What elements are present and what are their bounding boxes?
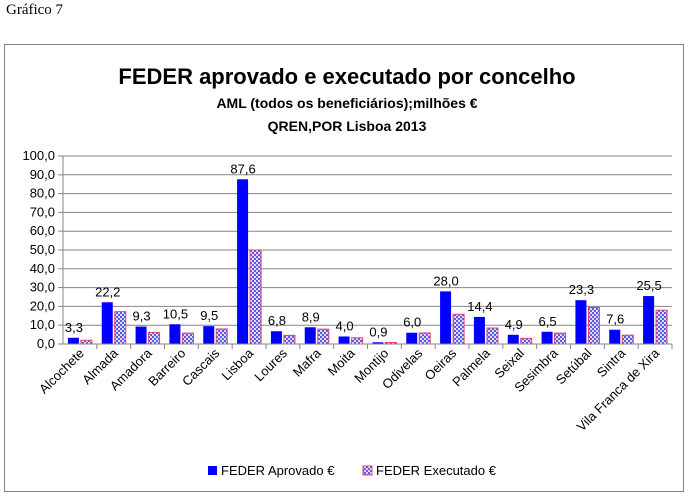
y-tick-label: 20,0 — [30, 298, 55, 313]
value-label-vila-franca-de-xira: 25,5 — [636, 278, 661, 293]
value-label-odivelas: 6,0 — [403, 315, 421, 330]
legend-label-executado: FEDER Executado € — [376, 463, 497, 478]
value-label-barreiro: 10,5 — [163, 306, 188, 321]
bar-chart: FEDER aprovado e executado por concelho … — [22, 64, 673, 478]
y-tick-label: 0,0 — [37, 336, 55, 351]
y-tick-label: 80,0 — [30, 186, 55, 201]
value-label-moita: 4,0 — [336, 318, 354, 333]
bar-aprovado-oeiras — [440, 291, 452, 344]
bar-executado-vila-franca-de-xira — [655, 309, 668, 345]
value-label-sesimbra: 6,5 — [539, 314, 557, 329]
y-tick-label: 30,0 — [30, 280, 55, 295]
bar-aprovado-cascais — [203, 326, 215, 344]
bar-executado-amadora — [148, 331, 161, 345]
x-tick-label-cascais: Cascais — [179, 345, 223, 389]
bar-executado-setubal — [587, 306, 600, 345]
bar-aprovado-sintra — [609, 329, 621, 344]
bar-executado-cascais — [215, 328, 228, 345]
bar-executado-sintra — [621, 334, 634, 345]
bar-aprovado-amadora — [135, 326, 147, 344]
x-tick-label-alcochete: Alcochete — [36, 346, 87, 397]
y-tick-label: 90,0 — [30, 167, 55, 182]
y-tick-label: 50,0 — [30, 242, 55, 257]
bar-aprovado-seixal — [507, 334, 519, 344]
bar-executado-odivelas — [418, 332, 431, 345]
y-tick-label: 70,0 — [30, 204, 55, 219]
y-axis: 0,0 10,0 20,0 30,0 40,0 50,0 60,0 70,0 80,0 90,0 1… — [22, 148, 64, 351]
bars — [67, 179, 668, 345]
x-tick-label-loures: Loures — [251, 345, 290, 384]
bar-aprovado-odivelas — [406, 332, 418, 344]
value-label-sintra: 7,6 — [606, 312, 624, 327]
bar-executado-moita — [351, 337, 364, 345]
legend-label-aprovado: FEDER Aprovado € — [221, 463, 335, 478]
legend: FEDER Aprovado € FEDER Executado € — [208, 463, 497, 478]
bar-executado-almada — [114, 311, 127, 345]
chart-subtitle-1: AML (todos os beneficiários);milhões € — [216, 95, 477, 111]
bar-executado-seixal — [520, 337, 533, 345]
bar-aprovado-moita — [338, 336, 350, 344]
bar-aprovado-palmela — [473, 316, 485, 344]
value-label-seixal: 4,9 — [505, 317, 523, 332]
bar-executado-barreiro — [181, 332, 194, 345]
bar-aprovado-mafra — [304, 327, 316, 344]
value-label-alcochete: 3,3 — [65, 320, 83, 335]
bar-executado-sesimbra — [554, 332, 567, 345]
legend-swatch-aprovado — [208, 466, 217, 475]
bar-aprovado-alcochete — [67, 337, 79, 344]
bar-aprovado-vila-franca-de-xira — [643, 296, 655, 344]
bar-aprovado-barreiro — [169, 324, 181, 344]
chart-title: FEDER aprovado e executado por concelho — [118, 64, 575, 89]
x-axis: AlcocheteAlmadaAmadoraBarreiroCascaisLis… — [36, 343, 673, 434]
bar-aprovado-sesimbra — [541, 331, 553, 344]
y-tick-label: 10,0 — [30, 317, 55, 332]
value-label-lisboa: 87,6 — [230, 161, 255, 176]
y-tick-label: 40,0 — [30, 261, 55, 276]
y-tick-label: 100,0 — [22, 148, 55, 163]
bar-aprovado-almada — [101, 302, 113, 344]
value-label-almada: 22,2 — [95, 284, 120, 299]
value-label-palmela: 14,4 — [467, 299, 492, 314]
x-tick-label-mafra: Mafra — [290, 345, 325, 380]
bar-executado-mafra — [317, 328, 330, 345]
bar-executado-palmela — [486, 327, 499, 345]
bar-aprovado-lisboa — [237, 179, 249, 344]
bar-executado-lisboa — [249, 249, 262, 345]
value-label-setubal: 23,3 — [569, 282, 594, 297]
bar-executado-oeiras — [452, 313, 465, 345]
value-label-mafra: 8,9 — [302, 309, 320, 324]
value-label-montijo: 0,9 — [369, 324, 387, 339]
value-label-amadora: 9,3 — [133, 309, 151, 324]
bar-aprovado-montijo — [372, 342, 384, 344]
bar-executado-alcochete — [80, 339, 93, 345]
value-label-oeiras: 28,0 — [433, 273, 458, 288]
x-tick-label-setubal: Setúbal — [553, 345, 595, 387]
chart-subtitle-2: QREN,POR Lisboa 2013 — [268, 118, 427, 134]
value-label-cascais: 9,5 — [200, 308, 218, 323]
y-tick-label: 60,0 — [30, 223, 55, 238]
bar-aprovado-setubal — [575, 300, 587, 344]
value-labels: 3,3 22,2 9,3 10,5 9,5 87,6 6,8 8,9 4,0 0,9 6,0 28,0… — [65, 161, 662, 339]
value-label-loures: 6,8 — [268, 313, 286, 328]
chart-frame: FEDER aprovado e executado por concelho … — [4, 44, 684, 492]
gridlines — [63, 155, 672, 345]
legend-swatch-executado — [362, 465, 373, 476]
bar-aprovado-loures — [270, 331, 282, 344]
x-tick-label-lisboa: Lisboa — [219, 345, 257, 383]
figure-caption: Gráfico 7 — [6, 2, 64, 18]
x-tick-label-palmela: Palmela — [449, 345, 493, 389]
bar-executado-loures — [283, 334, 296, 345]
